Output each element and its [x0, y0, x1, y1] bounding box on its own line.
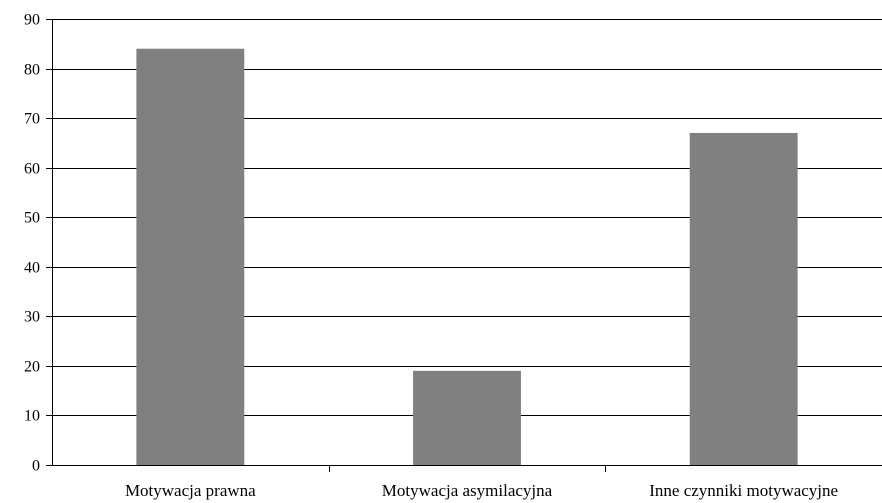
bar	[136, 48, 245, 465]
y-tick-label: 20	[24, 359, 40, 376]
y-tick-label: 80	[24, 62, 40, 79]
bar	[689, 132, 798, 465]
x-category-label: Inne czynniki motywacyjne	[649, 481, 838, 500]
y-tick-label: 10	[24, 408, 40, 425]
y-tick-label: 60	[24, 161, 40, 178]
x-category-labels: Motywacja prawna Motywacja asymilacyjna In…	[125, 481, 838, 500]
y-tick-label: 50	[24, 210, 40, 227]
y-tick-label: 40	[24, 260, 40, 277]
y-tick-label: 0	[32, 458, 40, 475]
axes	[46, 19, 882, 472]
y-tick-label: 90	[24, 12, 40, 29]
bar	[413, 370, 521, 465]
y-tick-labels: 0 10 20 30 40 50 60 70 80 90	[24, 12, 40, 475]
y-tick-label: 30	[24, 309, 40, 326]
x-category-label: Motywacja prawna	[125, 481, 256, 500]
x-category-label: Motywacja asymilacyjna	[382, 481, 553, 500]
bars	[136, 48, 798, 465]
y-tick-label: 70	[24, 111, 40, 128]
